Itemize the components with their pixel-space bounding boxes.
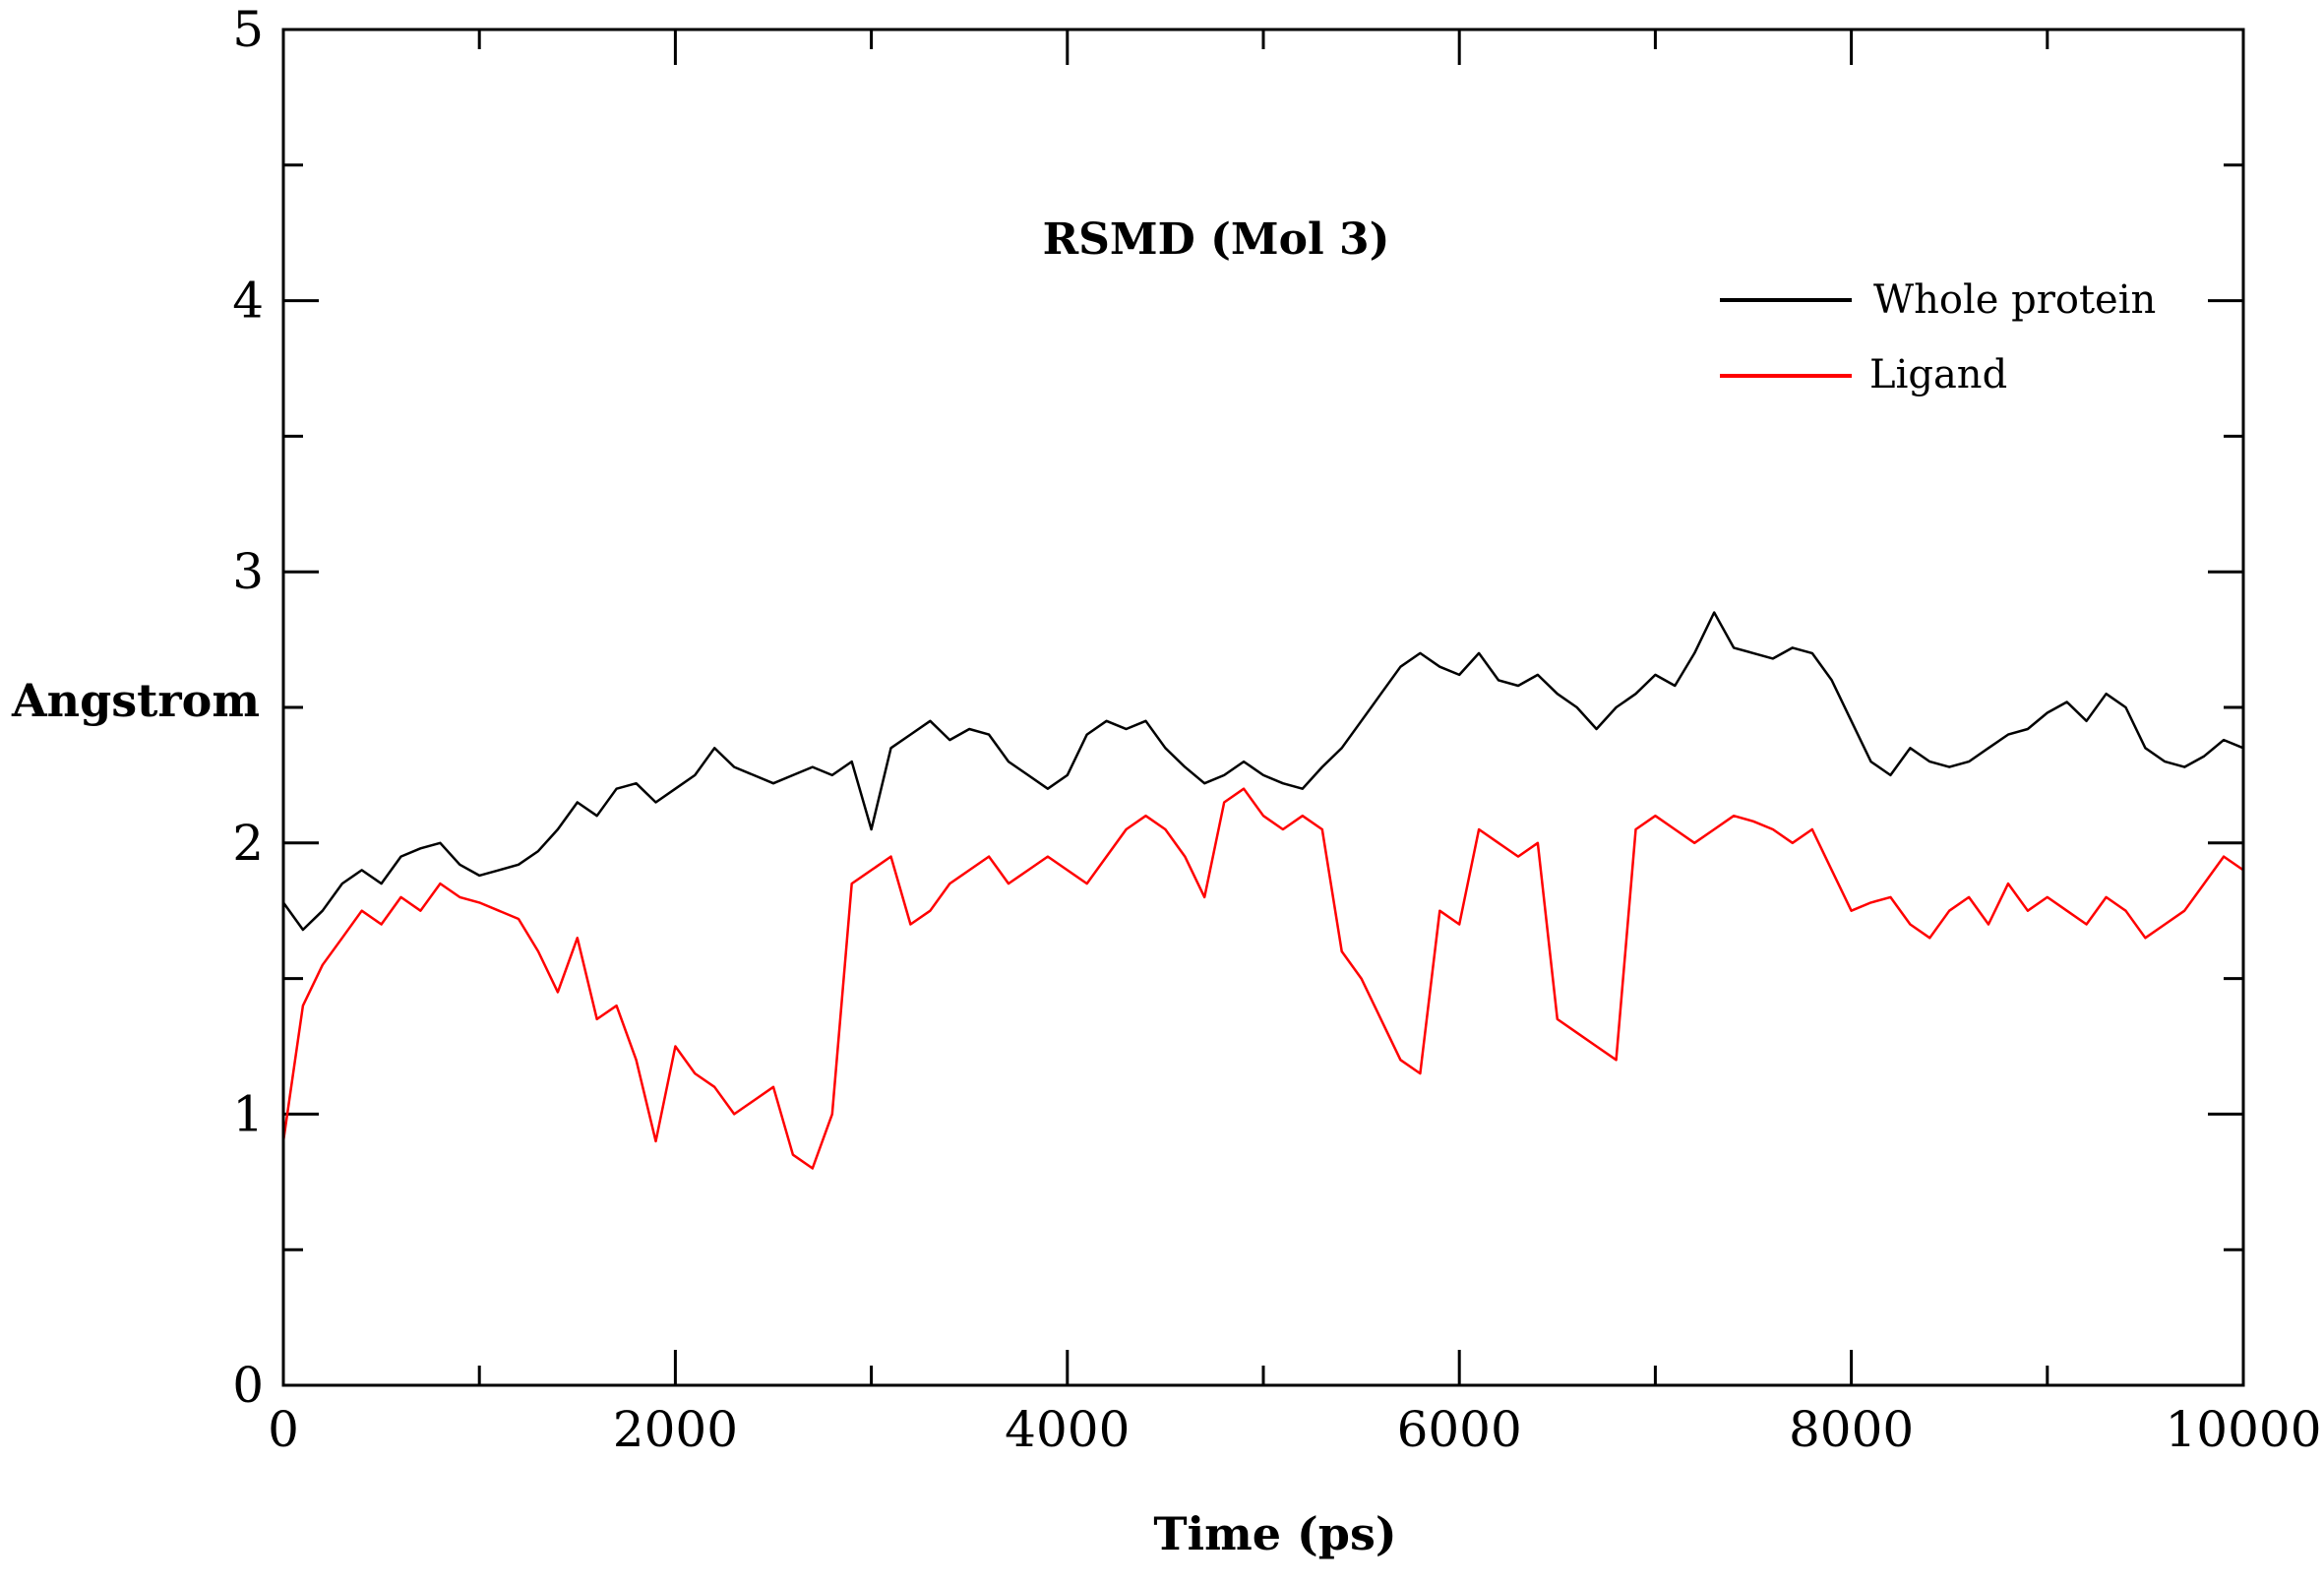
y-tick-label: 5: [232, 1, 264, 58]
x-tick-label: 4000: [1005, 1401, 1130, 1458]
legend-label-ligand: Ligand: [1869, 352, 2007, 397]
legend: Whole protein Ligand: [1720, 277, 2156, 397]
y-tick-label: 2: [232, 815, 264, 872]
y-axis-ticks: 0 1 2 3 4 5: [232, 1, 2243, 1414]
chart-title: RSMD (Mol 3): [1043, 214, 1390, 265]
x-axis-ticks: 0 2000 4000 6000 8000 10000: [268, 30, 2322, 1458]
x-axis-title: Time (ps): [1153, 1507, 1396, 1560]
y-axis-title: Angstrom: [11, 674, 260, 727]
series-line-ligand: [281, 787, 2244, 1170]
x-tick-label: 0: [268, 1401, 299, 1458]
y-tick-label: 0: [232, 1357, 264, 1414]
y-tick-label: 3: [232, 543, 264, 600]
y-tick-label: 1: [232, 1085, 264, 1142]
x-tick-label: 10000: [2165, 1401, 2321, 1458]
series-layer: [281, 611, 2244, 1170]
legend-label-whole-protein: Whole protein: [1873, 277, 2156, 323]
x-tick-label: 2000: [613, 1401, 738, 1458]
series-line-whole-protein: [281, 611, 2244, 932]
x-tick-label: 8000: [1789, 1401, 1914, 1458]
y-tick-label: 4: [232, 273, 264, 330]
plot-frame: [281, 28, 2245, 1387]
x-tick-label: 6000: [1397, 1401, 1522, 1458]
